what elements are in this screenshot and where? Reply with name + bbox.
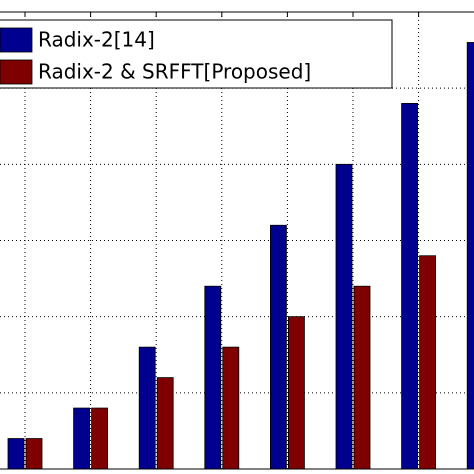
bar bbox=[401, 103, 419, 470]
legend: Radix-2[14] Radix-2 & SRFFT[Proposed] bbox=[0, 19, 393, 89]
bar bbox=[91, 407, 108, 470]
legend-label: Radix-2[14] bbox=[38, 28, 155, 52]
legend-swatch bbox=[0, 59, 33, 85]
legend-swatch bbox=[0, 27, 33, 53]
bar bbox=[287, 316, 305, 470]
bar bbox=[466, 42, 474, 470]
bar bbox=[73, 407, 90, 470]
legend-label: Radix-2 & SRFFT[Proposed] bbox=[38, 60, 311, 84]
bar bbox=[419, 255, 437, 470]
legend-box bbox=[0, 19, 393, 89]
bar bbox=[138, 346, 156, 470]
bar bbox=[335, 163, 353, 470]
bar bbox=[156, 377, 174, 470]
bar bbox=[7, 438, 25, 470]
bar bbox=[353, 285, 371, 470]
bar bbox=[204, 285, 222, 470]
bar bbox=[222, 346, 240, 470]
bar bbox=[269, 224, 287, 470]
bar bbox=[25, 438, 43, 470]
